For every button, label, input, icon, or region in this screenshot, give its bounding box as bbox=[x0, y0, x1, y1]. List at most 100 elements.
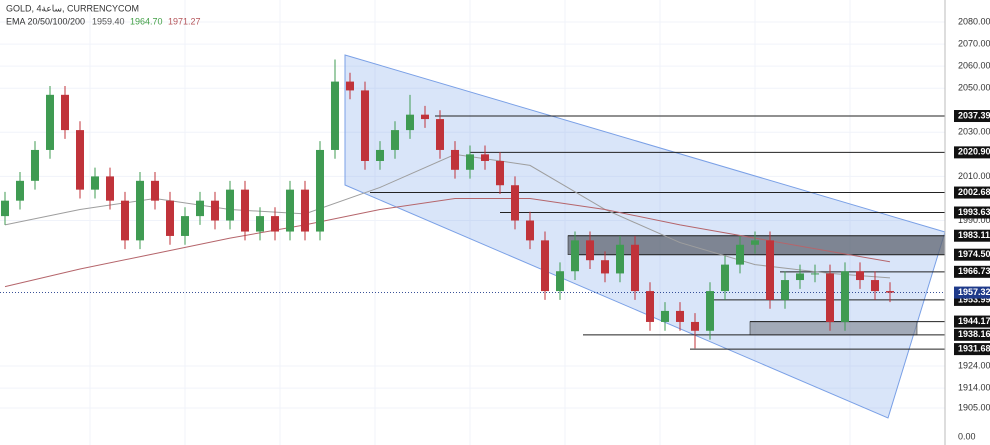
candle-body bbox=[826, 273, 834, 322]
candle-body bbox=[841, 271, 849, 322]
y-axis: 2080.00 2070.00 2060.00 2050.00 2030.00 2010.… bbox=[954, 16, 990, 441]
level-label: 2037.39 bbox=[958, 110, 990, 120]
candle-body bbox=[676, 310, 684, 322]
candle-body bbox=[706, 291, 714, 331]
candle-body bbox=[616, 244, 624, 274]
candle-body bbox=[511, 185, 519, 221]
level-label: 1966.73 bbox=[958, 266, 990, 276]
candle-body bbox=[796, 273, 804, 281]
candle-body bbox=[376, 149, 384, 161]
level-label-box bbox=[954, 206, 990, 219]
level-label-box bbox=[954, 343, 990, 356]
candle-body bbox=[361, 90, 369, 161]
candle-body bbox=[601, 260, 609, 274]
current-price-box bbox=[954, 286, 990, 299]
candle-body bbox=[721, 264, 729, 292]
candle-body bbox=[151, 180, 159, 201]
axis-footer-label: 0.00 bbox=[958, 431, 976, 441]
indicator-label: EMA 20/50/100/200 bbox=[6, 16, 85, 26]
y-tick-label: 1990.00 bbox=[958, 215, 990, 225]
indicator-legend: EMA 20/50/100/200 1959.40 1964.70 1971.27 bbox=[6, 16, 201, 26]
candles bbox=[1, 59, 894, 349]
y-tick-label: 2070.00 bbox=[958, 38, 990, 48]
candle-body bbox=[526, 220, 534, 241]
level-label: 1993.63 bbox=[958, 207, 990, 217]
candle-body bbox=[766, 240, 774, 300]
level-label: 1931.68 bbox=[958, 343, 990, 353]
level-label-box bbox=[954, 186, 990, 199]
indicator-value: 1971.27 bbox=[168, 16, 201, 26]
candle-body bbox=[241, 189, 249, 232]
level-label: 2020.90 bbox=[958, 147, 990, 157]
candle-body bbox=[331, 81, 339, 150]
y-tick-label: 2080.00 bbox=[958, 16, 990, 26]
candle-body bbox=[436, 119, 444, 150]
candle-body bbox=[451, 149, 459, 170]
candle-body bbox=[541, 240, 549, 292]
candle-body bbox=[271, 216, 279, 232]
candle-body bbox=[181, 216, 189, 236]
candle-body bbox=[781, 280, 789, 300]
y-tick-label: 1924.00 bbox=[958, 360, 990, 370]
candle-body bbox=[751, 240, 759, 245]
level-label-box bbox=[954, 248, 990, 261]
candle-body bbox=[211, 200, 219, 221]
candle-body bbox=[256, 216, 264, 232]
candle-body bbox=[406, 114, 414, 131]
candle-body bbox=[346, 81, 354, 91]
level-label-box bbox=[954, 146, 990, 159]
candle-body bbox=[736, 244, 744, 265]
candle-body bbox=[586, 240, 594, 261]
candle-body bbox=[301, 189, 309, 232]
candle-body bbox=[46, 94, 54, 150]
candle-body bbox=[496, 160, 504, 186]
level-label: 1944.17 bbox=[958, 316, 990, 326]
candle-body bbox=[106, 176, 114, 201]
y-tick-label: 1905.00 bbox=[958, 402, 990, 412]
candle-body bbox=[31, 149, 39, 181]
candle-body bbox=[466, 154, 474, 170]
levels bbox=[0, 115, 945, 350]
indicator-value: 1959.40 bbox=[92, 16, 125, 26]
level-label-box bbox=[954, 229, 990, 242]
candle-body bbox=[286, 189, 294, 232]
level-label: 1953.99 bbox=[958, 294, 990, 304]
level-label-box bbox=[954, 315, 990, 328]
y-tick-label: 2050.00 bbox=[958, 83, 990, 93]
candle-body bbox=[316, 149, 324, 232]
y-tick-label: 2060.00 bbox=[958, 61, 990, 71]
level-label-box bbox=[954, 328, 990, 341]
candle-body bbox=[121, 200, 129, 241]
candle-body bbox=[76, 130, 84, 190]
candle-body bbox=[61, 94, 69, 131]
candle-body bbox=[811, 273, 819, 275]
level-label: 1983.11 bbox=[958, 230, 990, 240]
candle-body bbox=[91, 176, 99, 190]
candle-body bbox=[691, 321, 699, 331]
candle-body bbox=[226, 189, 234, 221]
candle-body bbox=[136, 180, 144, 241]
indicator-value: 1964.70 bbox=[130, 16, 163, 26]
candle-body bbox=[886, 291, 894, 293]
y-tick-label: 2030.00 bbox=[958, 127, 990, 137]
candle-body bbox=[391, 130, 399, 150]
candle-body bbox=[556, 271, 564, 292]
level-label: 1938.16 bbox=[958, 329, 990, 339]
candle-body bbox=[646, 291, 654, 322]
candle-body bbox=[166, 200, 174, 236]
candle-body bbox=[871, 280, 879, 292]
y-tick-label: 2010.00 bbox=[958, 171, 990, 181]
zone bbox=[749, 321, 918, 336]
candle-body bbox=[856, 271, 864, 281]
candle-body bbox=[631, 244, 639, 292]
candle-body bbox=[16, 180, 24, 201]
candle-body bbox=[481, 154, 489, 161]
level-label: 1974.50 bbox=[958, 249, 990, 259]
candle-body bbox=[1, 200, 9, 217]
candle-body bbox=[196, 200, 204, 217]
candle-body bbox=[661, 310, 669, 322]
chart-title: GOLD, 4ساعة, CURRENCYCOM bbox=[6, 3, 139, 13]
grid bbox=[0, 0, 945, 445]
